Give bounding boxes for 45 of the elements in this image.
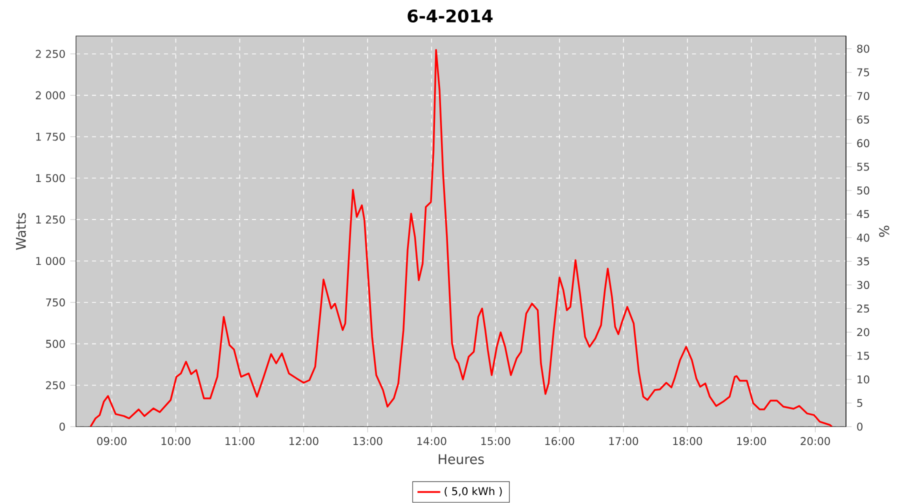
x-tick-label: 18:00 [673,437,702,446]
y2-tick-label: 0 [857,422,862,431]
y2-tick-label: 25 [857,304,870,313]
y-tick-label: 0 [60,422,65,431]
y-tick-label: 1 500 [36,174,65,182]
y2-tick-label: 80 [857,44,870,53]
chart-title: 6-4-2014 [408,10,493,23]
y-tick-label: 500 [46,340,65,348]
y-tick-label: 750 [46,298,65,307]
y2-tick-label: 65 [857,116,870,124]
y2-tick-label: 20 [857,328,870,336]
x-tick-label: 11:00 [226,437,254,446]
x-tick-label: 20:00 [800,437,830,446]
y-tick-label: 1 250 [36,216,65,224]
x-tick-label: 15:00 [481,437,510,446]
x-tick-label: 09:00 [97,437,126,446]
y2-tick-label: 55 [857,163,870,171]
y-tick-label: 250 [46,381,65,390]
y2-axis-title: % [879,226,890,238]
y2-tick-label: 5 [857,399,862,408]
y2-tick-label: 45 [856,210,870,218]
y2-tick-label: 15 [858,352,870,360]
y2-tick-label: 10 [858,376,870,384]
x-tick-label: 17:00 [609,437,638,446]
x-axis-title: Heures [438,454,484,464]
y2-tick-label: 60 [857,139,870,148]
y2-tick-label: 50 [857,186,870,195]
y2-tick-label: 30 [857,281,870,290]
y-tick-label: 1 000 [36,257,65,266]
y-tick-label: 2 000 [36,91,65,100]
x-tick-label: 13:00 [353,437,382,446]
x-tick-label: 14:00 [417,437,446,446]
y2-tick-label: 70 [857,92,870,100]
x-tick-label: 16:00 [545,437,574,446]
y-tick-label: 2 250 [36,50,65,58]
x-tick-label: 10:00 [162,437,190,446]
x-tick-label: 12:00 [289,437,318,446]
line-series [90,49,833,427]
y2-tick-label: 75 [857,68,870,76]
y2-tick-label: 40 [856,234,870,242]
legend-label: ( 5,0 kWh ) [444,487,502,497]
y-tick-label: 1 750 [36,132,65,141]
x-tick-label: 19:00 [737,437,766,446]
y2-tick-label: 35 [857,257,870,266]
y-axis-title: Watts [16,213,26,250]
